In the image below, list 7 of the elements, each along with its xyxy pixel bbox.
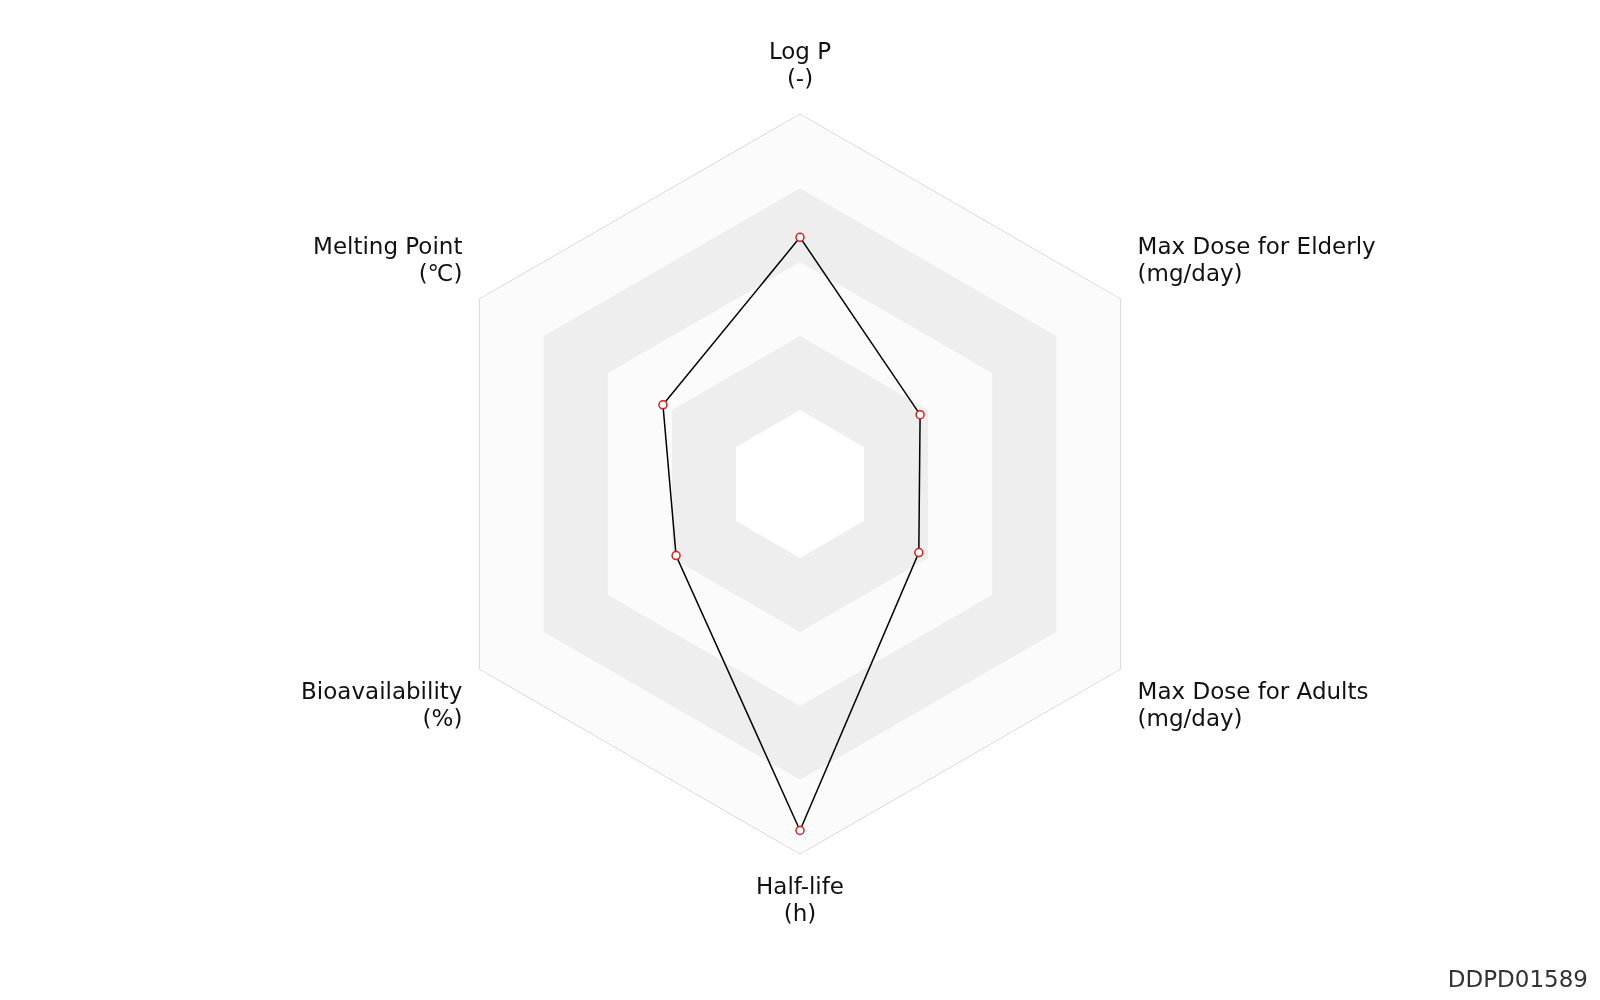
spoke-label: Bioavailability (%) [301,677,463,732]
spoke-label: Melting Point (℃) [313,232,463,287]
spoke-label: Half-life (h) [756,872,844,927]
spoke-label: Log P (-) [768,37,832,92]
text: DDPD01589 [1447,966,1588,992]
spoke-label: Max Dose for Adults (mg/day) [1137,677,1369,732]
spoke-label: Max Dose for Elderly (mg/day) [1137,232,1376,287]
